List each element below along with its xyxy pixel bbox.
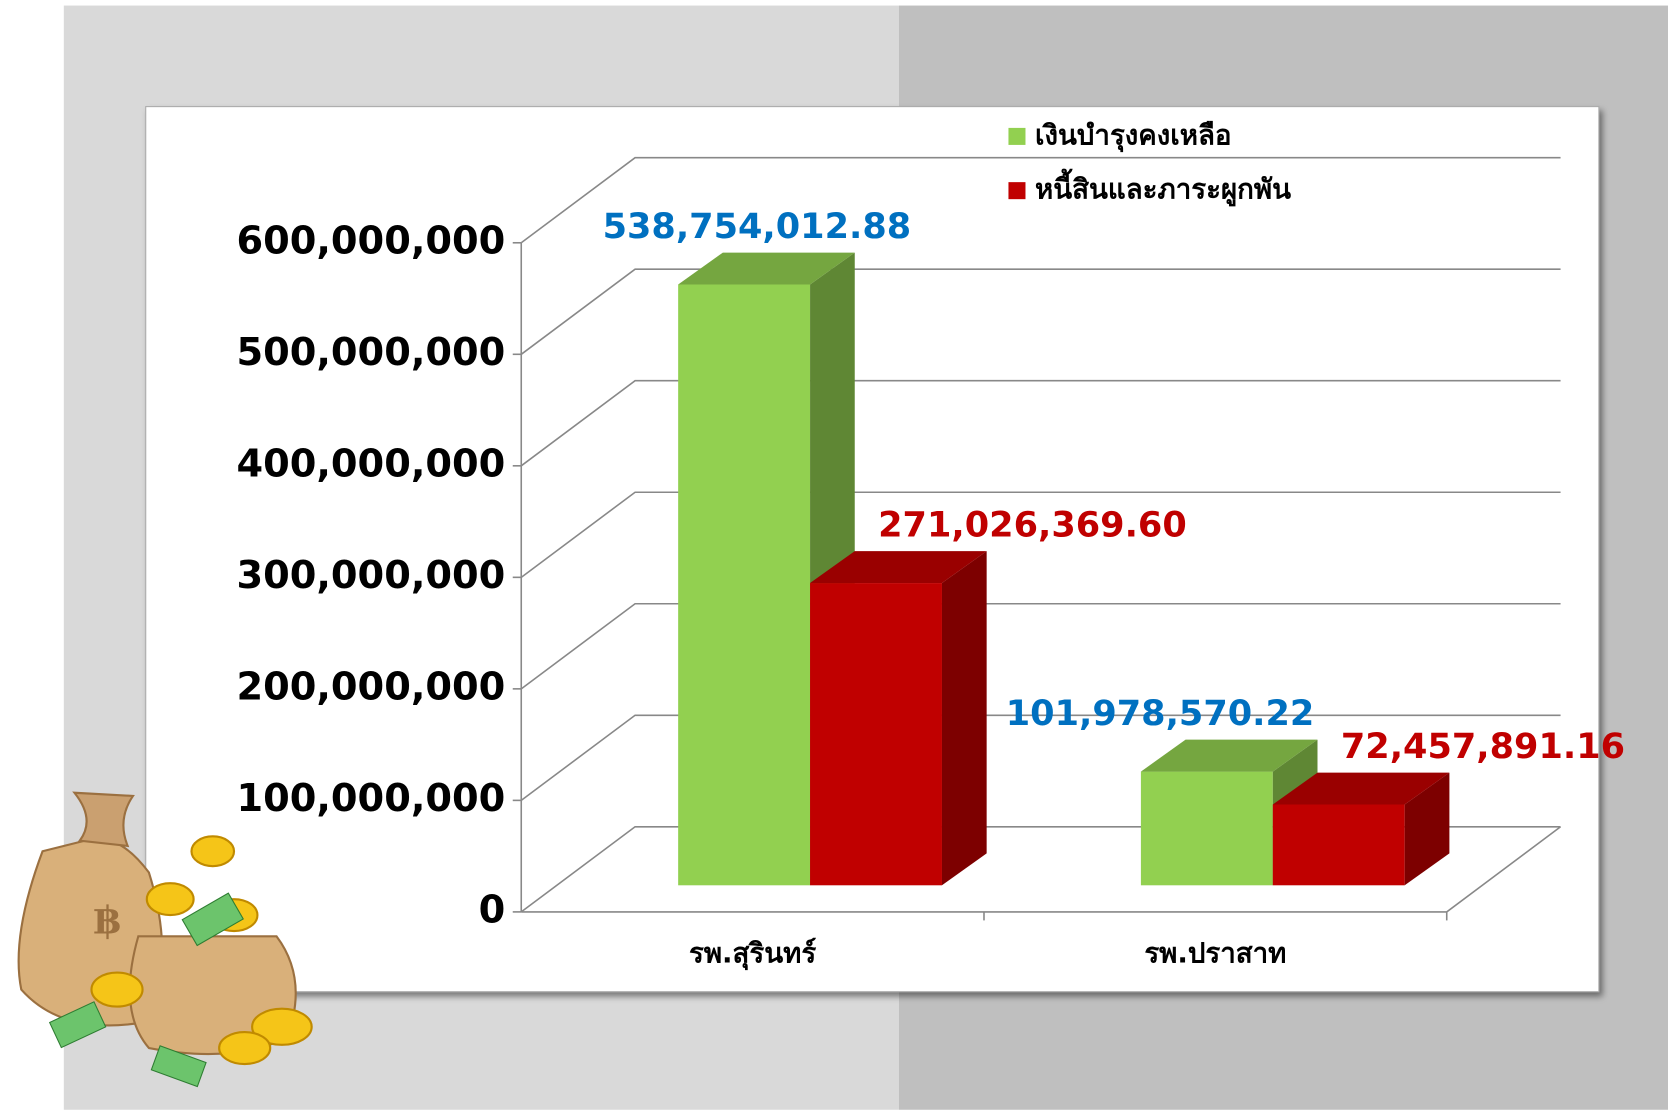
y-tick-label: 300,000,000 xyxy=(236,553,505,598)
bar-top xyxy=(1272,772,1450,805)
x-tick-label: รพ.สุรินทร์ xyxy=(689,936,816,970)
legend-label: หนี้สินและภาระผูกพัน xyxy=(1035,169,1291,207)
bar-side xyxy=(1404,772,1450,886)
y-tick-label: 500,000,000 xyxy=(236,330,505,375)
bar-top xyxy=(1140,739,1318,772)
grid-line xyxy=(520,379,1561,467)
grid-line xyxy=(520,714,1561,802)
x-tick-label: รพ.ปราสาท xyxy=(1144,936,1286,969)
value-label: 538,754,012.88 xyxy=(603,206,912,247)
value-label: 72,457,891.16 xyxy=(1341,726,1625,767)
grid-line xyxy=(520,268,1561,355)
y-tick-label: 400,000,000 xyxy=(236,441,505,486)
bar-top xyxy=(810,551,987,584)
svg-text:฿: ฿ xyxy=(94,899,121,944)
legend-label: เงินบำรุงคงเหลือ xyxy=(1035,118,1231,152)
y-tick-label: 200,000,000 xyxy=(236,664,505,709)
legend-swatch xyxy=(1008,127,1026,145)
bar-side xyxy=(941,551,987,886)
grid-line xyxy=(520,602,1561,690)
grid-line xyxy=(520,156,1561,244)
bar-top xyxy=(678,252,855,285)
grid-line xyxy=(520,491,1561,578)
plot: 0 100,000,000 200,000,000 300,000,000 400,00… xyxy=(236,118,1625,970)
y-tick-label: 0 xyxy=(479,887,506,932)
legend-swatch xyxy=(1008,182,1026,200)
value-label: 271,026,369.60 xyxy=(878,505,1187,546)
money-bag-clipart: ฿ xyxy=(17,791,313,1088)
y-tick-label: 600,000,000 xyxy=(236,218,505,263)
bar-front xyxy=(1272,804,1405,886)
bar-front xyxy=(810,583,942,886)
y-tick-label: 100,000,000 xyxy=(236,776,505,821)
value-label: 101,978,570.22 xyxy=(1006,693,1315,734)
bar-front xyxy=(678,284,811,886)
bar-front xyxy=(1140,771,1273,886)
